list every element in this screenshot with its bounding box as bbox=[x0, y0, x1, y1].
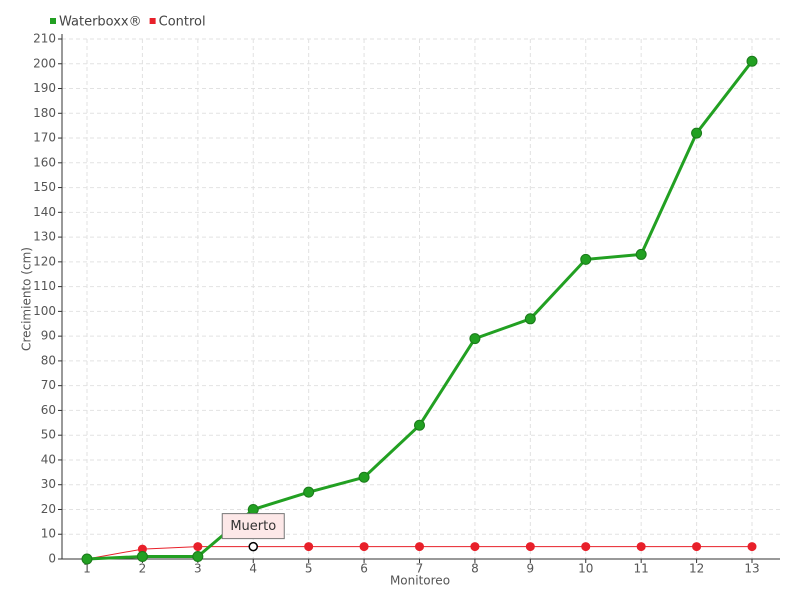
data-point bbox=[192, 551, 204, 563]
y-tick-label: 200 bbox=[33, 56, 56, 70]
y-tick-label: 210 bbox=[33, 32, 56, 46]
data-point bbox=[136, 551, 148, 563]
y-tick-label: 110 bbox=[33, 279, 56, 293]
y-tick-label: 90 bbox=[41, 329, 56, 343]
data-point bbox=[580, 253, 592, 265]
y-tick-label: 100 bbox=[33, 304, 56, 318]
annotation-text: Muerto bbox=[230, 519, 276, 534]
data-point bbox=[747, 542, 757, 552]
data-point bbox=[525, 542, 535, 552]
data-point bbox=[692, 542, 702, 552]
data-point bbox=[635, 248, 647, 260]
data-point bbox=[581, 542, 591, 552]
y-tick-label: 160 bbox=[33, 155, 56, 169]
legend-swatch bbox=[149, 18, 156, 24]
x-tick-label: 8 bbox=[471, 562, 479, 576]
data-point bbox=[193, 542, 203, 552]
data-point bbox=[358, 471, 370, 483]
y-tick-label: 170 bbox=[33, 131, 56, 145]
data-point bbox=[81, 553, 93, 565]
data-point bbox=[415, 542, 424, 552]
y-tick-label: 10 bbox=[41, 527, 56, 541]
y-tick-label: 40 bbox=[41, 452, 56, 466]
data-point bbox=[636, 542, 646, 552]
y-axis-title: Crecimiento (cm) bbox=[20, 247, 34, 351]
y-tick-label: 0 bbox=[48, 552, 56, 566]
legend-label: Control bbox=[159, 15, 206, 30]
y-tick-label: 190 bbox=[33, 81, 56, 95]
y-tick-label: 80 bbox=[41, 353, 56, 367]
data-point bbox=[248, 541, 258, 552]
data-point bbox=[691, 127, 703, 139]
data-point bbox=[524, 313, 536, 325]
x-tick-label: 1 bbox=[83, 562, 91, 576]
y-tick-label: 30 bbox=[41, 477, 56, 491]
data-point bbox=[470, 542, 480, 552]
x-tick-label: 3 bbox=[194, 562, 202, 576]
x-tick-label: 12 bbox=[689, 562, 704, 576]
x-tick-label: 4 bbox=[249, 562, 257, 576]
x-tick-label: 11 bbox=[634, 562, 649, 576]
y-tick-label: 20 bbox=[41, 502, 56, 516]
data-point bbox=[247, 503, 259, 515]
y-tick-label: 140 bbox=[33, 205, 56, 219]
data-point bbox=[303, 486, 315, 498]
legend-label: Waterboxx® bbox=[59, 15, 142, 30]
legend-swatch bbox=[50, 18, 56, 24]
y-tick-label: 50 bbox=[41, 428, 56, 442]
data-point bbox=[304, 542, 314, 552]
data-point bbox=[359, 542, 369, 552]
x-tick-label: 7 bbox=[416, 562, 424, 576]
y-tick-label: 180 bbox=[33, 106, 56, 120]
y-tick-label: 130 bbox=[33, 230, 56, 244]
y-tick-label: 120 bbox=[33, 254, 56, 268]
y-tick-label: 60 bbox=[41, 403, 56, 417]
x-tick-label: 6 bbox=[360, 562, 368, 576]
y-tick-label: 150 bbox=[33, 180, 56, 194]
x-tick-label: 9 bbox=[527, 562, 535, 576]
x-axis-title: Monitoreo bbox=[390, 574, 450, 588]
annotation-box bbox=[221, 513, 285, 540]
x-tick-label: 13 bbox=[744, 562, 759, 576]
data-point bbox=[746, 55, 758, 67]
x-tick-label: 2 bbox=[139, 562, 147, 576]
data-point bbox=[414, 419, 425, 431]
data-point bbox=[469, 333, 481, 345]
x-tick-label: 10 bbox=[578, 562, 593, 576]
y-tick-label: 70 bbox=[41, 378, 56, 392]
x-tick-label: 5 bbox=[305, 562, 313, 576]
